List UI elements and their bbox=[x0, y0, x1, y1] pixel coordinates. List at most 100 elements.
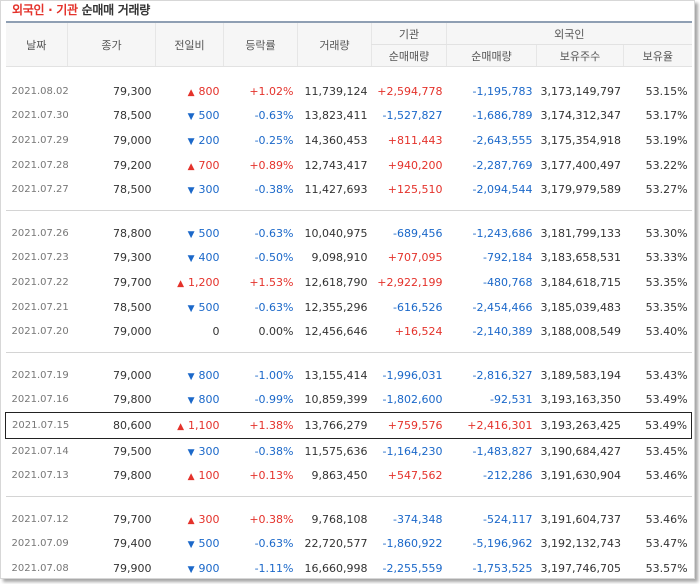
table-row[interactable]: 2021.07.28 79,200 ▲ 700 +0.89% 12,743,417 +940… bbox=[6, 153, 692, 178]
change-value: 200 bbox=[198, 133, 220, 147]
foreign-ratio-cell: 53.40% bbox=[645, 325, 688, 339]
foreign-hold-cell: 3,185,039,483 bbox=[540, 300, 621, 314]
table-row[interactable]: 2021.07.13 79,800 ▲ 100 +0.13% 9,863,450 +547,… bbox=[6, 463, 692, 488]
rate-cell: -0.63% bbox=[254, 300, 294, 314]
date-cell: 2021.08.02 bbox=[11, 85, 69, 97]
table-row[interactable]: 2021.07.27 78,500 ▼ 300 -0.38% 11,427,693 +125… bbox=[6, 177, 692, 202]
foreign-net-cell: -1,243,686 bbox=[472, 226, 533, 240]
triangle-down-icon: ▼ bbox=[187, 136, 195, 147]
change-value: 500 bbox=[198, 300, 220, 314]
foreign-ratio-cell: 53.19% bbox=[645, 133, 688, 147]
spacer-row bbox=[6, 496, 692, 507]
foreign-ratio-cell: 53.17% bbox=[645, 109, 688, 123]
table-row[interactable]: 2021.07.20 79,000 0 0.00% 12,456,646 +16,524 -… bbox=[6, 319, 692, 344]
volume-cell: 9,863,450 bbox=[311, 469, 368, 483]
close-cell: 79,000 bbox=[113, 325, 152, 339]
inst-net-cell: -2,255,559 bbox=[382, 561, 443, 575]
foreign-hold-cell: 3,193,263,425 bbox=[536, 412, 624, 439]
inst-net-cell: -1,802,600 bbox=[382, 393, 443, 407]
volume-cell: 11,575,636 bbox=[304, 444, 368, 458]
volume-cell: 12,355,296 bbox=[304, 300, 368, 314]
close-cell: 78,500 bbox=[113, 183, 152, 197]
change-value: 800 bbox=[198, 84, 220, 98]
inst-net-cell: +16,524 bbox=[394, 325, 443, 339]
change-value: 800 bbox=[198, 368, 220, 382]
volume-cell: 11,427,693 bbox=[304, 183, 368, 197]
table-body: 2021.08.02 79,300 ▲ 800 +1.02% 11,739,124 +2,5… bbox=[5, 67, 693, 579]
foreign-hold-cell: 3,191,630,904 bbox=[540, 469, 621, 483]
triangle-down-icon: ▼ bbox=[187, 229, 195, 240]
table-row[interactable]: 2021.07.12 79,700 ▲ 300 +0.38% 9,768,108 -374,… bbox=[6, 507, 692, 532]
volume-cell: 13,766,279 bbox=[297, 412, 372, 439]
change-value: 300 bbox=[198, 183, 220, 197]
table-row[interactable]: 2021.07.26 78,800 ▼ 500 -0.63% 10,040,975 -689… bbox=[6, 221, 692, 246]
rate-cell: +1.02% bbox=[249, 84, 294, 98]
triangle-up-icon: ▲ bbox=[187, 472, 195, 483]
foreign-ratio-cell: 53.49% bbox=[645, 393, 688, 407]
date-cell: 2021.07.21 bbox=[11, 301, 69, 313]
change-cell: ▼ 300 bbox=[156, 438, 224, 463]
foreign-ratio-cell: 53.33% bbox=[645, 251, 688, 265]
table-row[interactable]: 2021.07.30 78,500 ▼ 500 -0.63% 13,823,411 -1,5… bbox=[6, 104, 692, 129]
rate-cell: -0.99% bbox=[254, 393, 294, 407]
change-cell: ▲ 300 bbox=[156, 507, 224, 532]
inst-net-cell: +940,200 bbox=[387, 158, 443, 172]
inst-net-cell: -1,164,230 bbox=[382, 444, 443, 458]
change-value: 400 bbox=[198, 251, 220, 265]
close-cell: 79,700 bbox=[113, 275, 152, 289]
foreign-ratio-cell: 53.35% bbox=[645, 275, 688, 289]
foreign-hold-cell: 3,177,400,497 bbox=[540, 158, 621, 172]
table-row[interactable]: 2021.07.29 79,000 ▼ 200 -0.25% 14,360,453 +811… bbox=[6, 128, 692, 153]
rate-cell: -0.38% bbox=[254, 444, 294, 458]
change-cell: ▲ 100 bbox=[156, 463, 224, 488]
foreign-net-cell: -1,753,525 bbox=[472, 561, 533, 575]
table-row[interactable]: 2021.07.22 79,700 ▲ 1,200 +1.53% 12,618,790 +2… bbox=[6, 270, 692, 295]
change-cell: ▼ 500 bbox=[156, 104, 224, 129]
foreign-ratio-cell: 53.57% bbox=[645, 561, 688, 575]
date-cell: 2021.07.27 bbox=[11, 184, 69, 196]
volume-cell: 10,859,399 bbox=[304, 393, 368, 407]
triangle-up-icon: ▲ bbox=[177, 278, 184, 289]
header-date: 날짜 bbox=[5, 21, 68, 67]
table-row[interactable]: 2021.07.16 79,800 ▼ 800 -0.99% 10,859,399 -1,8… bbox=[6, 388, 692, 413]
foreign-hold-cell: 3,174,312,347 bbox=[540, 109, 621, 123]
foreign-ratio-cell: 53.22% bbox=[645, 158, 688, 172]
change-cell: ▲ 800 bbox=[156, 79, 224, 104]
table-row[interactable]: 2021.07.09 79,400 ▼ 500 -0.63% 22,720,577 -1,8… bbox=[6, 532, 692, 557]
table-row[interactable]: 2021.07.15 80,600 ▲ 1,100 +1.38% 13,766,279 +7… bbox=[5, 412, 693, 439]
change-cell: ▲ 1,200 bbox=[156, 270, 224, 295]
close-cell: 79,800 bbox=[113, 469, 152, 483]
table-row[interactable]: 2021.07.23 79,300 ▼ 400 -0.50% 9,098,910 +707,… bbox=[6, 246, 692, 271]
foreign-hold-cell: 3,197,746,705 bbox=[540, 561, 621, 575]
table-row[interactable]: 2021.07.21 78,500 ▼ 500 -0.63% 12,355,296 -616… bbox=[6, 295, 692, 320]
triangle-down-icon: ▼ bbox=[187, 186, 195, 197]
inst-net-cell: +2,922,199 bbox=[377, 275, 443, 289]
rate-cell: 0.00% bbox=[258, 325, 294, 339]
change-cell: ▼ 200 bbox=[156, 128, 224, 153]
rate-cell: +0.89% bbox=[249, 158, 294, 172]
triangle-down-icon: ▼ bbox=[187, 564, 195, 575]
inst-net-cell: +811,443 bbox=[387, 133, 443, 147]
table-row[interactable]: 2021.07.14 79,500 ▼ 300 -0.38% 11,575,636 -1,1… bbox=[6, 438, 692, 463]
table-row[interactable]: 2021.08.02 79,300 ▲ 800 +1.02% 11,739,124 +2,5… bbox=[6, 79, 692, 104]
rate-cell: -1.11% bbox=[254, 561, 294, 575]
table-row[interactable]: 2021.07.08 79,900 ▼ 900 -1.11% 16,660,998 -2,2… bbox=[6, 556, 692, 578]
change-cell: ▼ 800 bbox=[156, 388, 224, 413]
foreign-hold-cell: 3,190,684,427 bbox=[540, 444, 621, 458]
title-investors: 외국인 · 기관 bbox=[12, 3, 78, 17]
header-foreign-hold: 보유주수 bbox=[536, 44, 624, 67]
change-cell: ▼ 500 bbox=[156, 221, 224, 246]
inst-net-cell: -1,996,031 bbox=[382, 368, 443, 382]
triangle-down-icon: ▼ bbox=[187, 254, 195, 265]
close-cell: 79,400 bbox=[113, 537, 152, 551]
foreign-hold-cell: 3,175,354,918 bbox=[540, 133, 621, 147]
table-row[interactable]: 2021.07.19 79,000 ▼ 800 -1.00% 13,155,414 -1,9… bbox=[6, 363, 692, 388]
inst-net-cell: -374,348 bbox=[393, 512, 443, 526]
volume-cell: 12,743,417 bbox=[304, 158, 368, 172]
triangle-up-icon: ▲ bbox=[177, 421, 184, 432]
foreign-net-cell: -2,816,327 bbox=[472, 368, 533, 382]
date-cell: 2021.07.12 bbox=[11, 513, 69, 525]
foreign-hold-cell: 3,184,618,715 bbox=[540, 275, 621, 289]
change-cell: ▲ 1,100 bbox=[155, 412, 224, 439]
